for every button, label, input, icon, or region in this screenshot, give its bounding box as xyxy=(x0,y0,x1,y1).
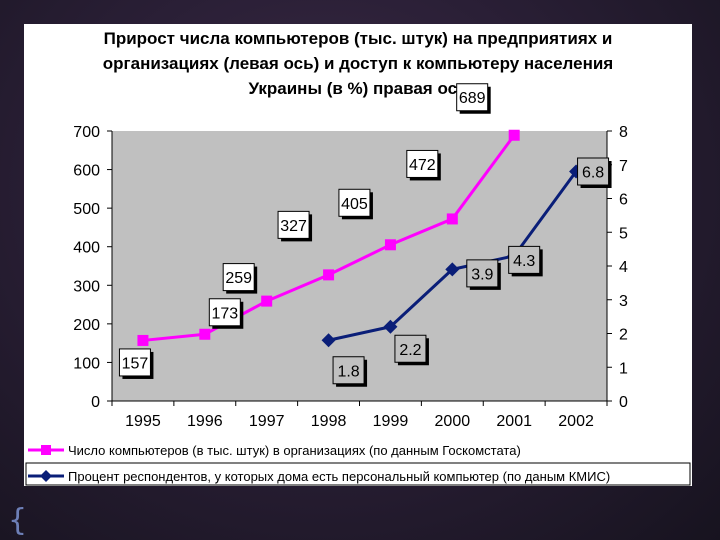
data-label-box xyxy=(466,259,499,288)
legend-label: Процент респондентов, у которых дома ест… xyxy=(68,469,610,484)
data-label-2: 6.8 xyxy=(577,157,612,188)
series-1-marker xyxy=(261,295,273,307)
y-right-tick-label: 4 xyxy=(619,259,628,276)
data-label-text: 2.2 xyxy=(399,342,421,359)
data-label-1: 689 xyxy=(456,83,491,114)
chart-title-line-1: Прирост числа компьютеров (тыс. штук) на… xyxy=(104,29,613,48)
legend-box xyxy=(25,462,691,486)
data-label-2: 2.2 xyxy=(394,334,429,366)
series-1-marker xyxy=(384,239,396,251)
x-tick-label: 1999 xyxy=(373,413,409,430)
data-label-1: 173 xyxy=(208,298,244,329)
chart: Прирост числа компьютеров (тыс. штук) на… xyxy=(25,29,691,486)
data-label-text: 1.8 xyxy=(337,363,359,380)
x-tick-label: 1996 xyxy=(187,413,223,430)
y-right-tick-label: 7 xyxy=(619,158,628,175)
data-label-text: 689 xyxy=(459,90,486,107)
series-1-marker xyxy=(446,213,458,225)
data-label-box xyxy=(332,356,365,385)
data-label-box xyxy=(118,348,151,377)
y-right-tick-label: 0 xyxy=(619,394,628,411)
data-label-2: 1.8 xyxy=(332,356,368,387)
data-label-text: 157 xyxy=(122,355,149,372)
y-right-tick-label: 5 xyxy=(619,225,628,242)
y-left-tick-label: 100 xyxy=(73,355,100,372)
x-tick-label: 2001 xyxy=(496,413,532,430)
legend-item-2: Процент респондентов, у которых дома ест… xyxy=(28,469,610,484)
data-label-text: 6.8 xyxy=(582,165,604,182)
chart-title-line-2: организациях (левая ось) и доступ к комп… xyxy=(103,54,613,73)
legend-label: Число компьютеров (в тыс. штук) в органи… xyxy=(68,443,521,458)
y-right-tick-label: 3 xyxy=(619,293,628,310)
data-label-1: 405 xyxy=(338,188,373,220)
data-label-text: 3.9 xyxy=(471,266,493,283)
data-label-box xyxy=(406,149,439,178)
data-label-box xyxy=(456,83,489,112)
y-right-tick-label: 8 xyxy=(619,124,628,141)
data-label-text: 259 xyxy=(225,270,252,287)
x-tick-label: 1995 xyxy=(125,413,161,430)
data-labels: 157 173 259 327 405 472 689 1.8 2.2 3.9 4.3 6.8 xyxy=(118,83,612,387)
series-2-marker xyxy=(383,319,398,334)
legend: Число компьютеров (в тыс. штук) в органи… xyxy=(25,443,691,486)
bracket-decoration: { xyxy=(8,503,28,538)
data-label-1: 327 xyxy=(277,210,313,242)
data-label-text: 405 xyxy=(341,196,368,213)
legend-item-1: Число компьютеров (в тыс. штук) в органи… xyxy=(28,443,521,458)
y-left-tick-label: 400 xyxy=(73,240,100,257)
data-label-box xyxy=(277,210,310,239)
data-label-text: 327 xyxy=(280,218,307,235)
data-label-1: 259 xyxy=(222,263,258,294)
series-2-marker xyxy=(321,333,336,348)
data-label-box xyxy=(222,263,255,292)
y-left-tick-label: 300 xyxy=(73,278,100,295)
data-label-box xyxy=(577,157,610,186)
data-label-text: 472 xyxy=(409,157,436,174)
series-1-marker xyxy=(508,129,520,141)
x-tick-label: 1998 xyxy=(311,413,347,430)
chart-title-line-3: Украины (в %) правая ось xyxy=(248,79,467,98)
y-left-tick-label: 500 xyxy=(73,201,100,218)
y-left-tick-label: 600 xyxy=(73,163,100,180)
data-label-text: 173 xyxy=(211,305,238,322)
x-tick-label: 1997 xyxy=(249,413,285,430)
legend-marker xyxy=(41,445,51,455)
x-tick-label: 2002 xyxy=(558,413,594,430)
data-label-text: 4.3 xyxy=(513,253,535,270)
data-label-1: 157 xyxy=(118,348,154,379)
axes: 0 100 200 300 400 500 600 700 0 1 2 3 4 5 6 7 8 1995 1996 1… xyxy=(73,124,628,430)
y-left-tick-label: 200 xyxy=(73,317,100,334)
series-1-marker xyxy=(199,328,211,340)
legend-marker xyxy=(40,470,52,482)
y-left-tick-label: 700 xyxy=(73,124,100,141)
data-label-box xyxy=(394,334,427,363)
data-label-2: 4.3 xyxy=(508,245,543,277)
data-label-1: 472 xyxy=(406,149,441,181)
series-1-marker xyxy=(323,269,335,281)
y-left-tick-label: 0 xyxy=(91,394,100,411)
data-label-box xyxy=(508,245,541,274)
y-right-tick-label: 6 xyxy=(619,192,628,209)
data-label-box xyxy=(208,298,241,327)
chart-title: Прирост числа компьютеров (тыс. штук) на… xyxy=(103,29,613,98)
data-label-box xyxy=(338,188,371,217)
y-right-tick-label: 2 xyxy=(619,327,628,344)
x-tick-label: 2000 xyxy=(435,413,471,430)
series-1-marker xyxy=(137,334,149,346)
series-2-marker xyxy=(445,262,460,277)
y-right-tick-label: 1 xyxy=(619,360,628,377)
slide-panel: Прирост числа компьютеров (тыс. штук) на… xyxy=(24,24,692,486)
data-label-2: 3.9 xyxy=(466,259,501,290)
